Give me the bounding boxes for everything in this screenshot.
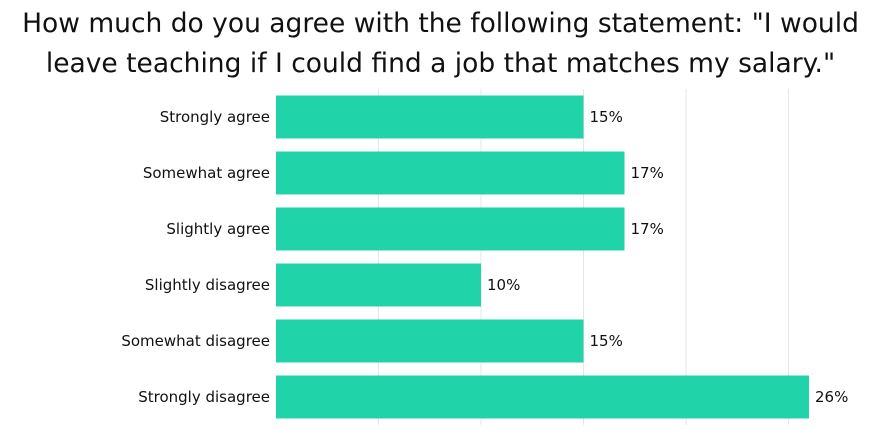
value-label: 15%	[590, 332, 623, 350]
value-label: 26%	[815, 388, 848, 406]
category-label: Strongly disagree	[138, 388, 270, 406]
bars	[276, 95, 809, 419]
category-label: Slightly agree	[166, 220, 270, 238]
category-label: Slightly disagree	[145, 276, 270, 294]
bar-strongly-agree	[276, 95, 584, 139]
category-label: Somewhat agree	[143, 164, 270, 182]
chart-title-line-1: How much do you agree with the following…	[22, 8, 859, 39]
value-label: 17%	[631, 164, 664, 182]
bar-slightly-disagree	[276, 263, 481, 307]
category-label: Somewhat disagree	[121, 332, 270, 350]
bar-strongly-disagree	[276, 375, 809, 419]
chart-title-line-2: leave teaching if I could find a job tha…	[45, 48, 836, 79]
value-label: 15%	[590, 108, 623, 126]
value-label: 17%	[631, 220, 664, 238]
chart-title: How much do you agree with the following…	[0, 4, 881, 84]
category-label: Strongly agree	[160, 108, 270, 126]
bar-somewhat-disagree	[276, 319, 584, 363]
labels: Strongly agree 15% Somewhat agree 17% Slight…	[121, 108, 848, 406]
bar-slightly-agree	[276, 207, 625, 251]
bar-somewhat-agree	[276, 151, 625, 195]
gridlines	[378, 89, 789, 425]
value-label: 10%	[487, 276, 520, 294]
